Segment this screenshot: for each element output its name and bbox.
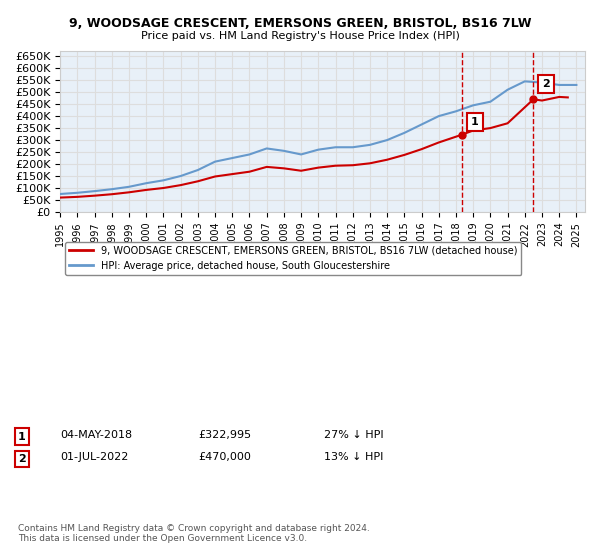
Text: 2: 2 bbox=[18, 454, 26, 464]
Legend: 9, WOODSAGE CRESCENT, EMERSONS GREEN, BRISTOL, BS16 7LW (detached house), HPI: A: 9, WOODSAGE CRESCENT, EMERSONS GREEN, BR… bbox=[65, 242, 521, 274]
Text: £322,995: £322,995 bbox=[198, 430, 251, 440]
Text: 13% ↓ HPI: 13% ↓ HPI bbox=[324, 452, 383, 463]
Text: Price paid vs. HM Land Registry's House Price Index (HPI): Price paid vs. HM Land Registry's House … bbox=[140, 31, 460, 41]
Text: 27% ↓ HPI: 27% ↓ HPI bbox=[324, 430, 383, 440]
Text: 01-JUL-2022: 01-JUL-2022 bbox=[60, 452, 128, 463]
Text: 1: 1 bbox=[18, 432, 26, 442]
Text: 9, WOODSAGE CRESCENT, EMERSONS GREEN, BRISTOL, BS16 7LW: 9, WOODSAGE CRESCENT, EMERSONS GREEN, BR… bbox=[69, 17, 531, 30]
Text: 04-MAY-2018: 04-MAY-2018 bbox=[60, 430, 132, 440]
Text: £470,000: £470,000 bbox=[198, 452, 251, 463]
Text: Contains HM Land Registry data © Crown copyright and database right 2024.
This d: Contains HM Land Registry data © Crown c… bbox=[18, 524, 370, 543]
Text: 2: 2 bbox=[542, 80, 550, 90]
Text: 1: 1 bbox=[471, 117, 479, 127]
